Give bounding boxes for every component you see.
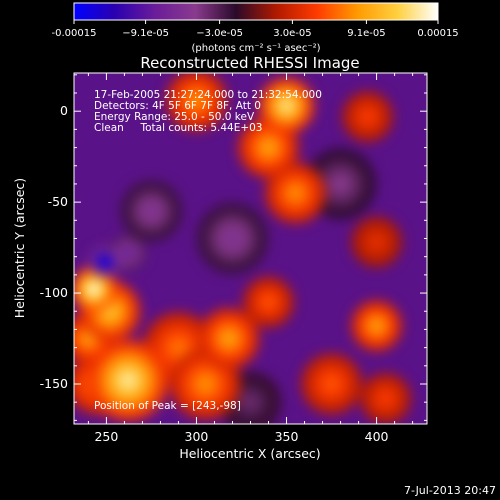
colorbar-tick-label: 9.1e-05 xyxy=(347,28,385,39)
annotation-method: Clean Total counts: 5.44E+03 xyxy=(94,122,263,134)
heatmap-blob xyxy=(188,92,205,108)
heatmap-blob xyxy=(196,375,215,393)
colorbar-tick-label: −9.1e-05 xyxy=(122,28,169,39)
colorbar xyxy=(73,2,439,21)
y-tick-label: 0 xyxy=(60,103,68,118)
heatmap-blob xyxy=(117,370,139,391)
heatmap-blob xyxy=(323,376,340,392)
heatmap-blob xyxy=(88,283,100,296)
annotation-time: 17-Feb-2005 21:27:24.000 to 21:32:54.000 xyxy=(94,89,322,101)
colorbar-tick-label: 3.0e-05 xyxy=(273,28,311,39)
heatmap-blob xyxy=(262,295,275,309)
heatmap-blob xyxy=(82,332,95,345)
y-axis-label: Heliocentric Y (arcsec) xyxy=(12,178,27,318)
colorbar-tick-label: 0.00015 xyxy=(417,28,458,39)
heatmap-blob xyxy=(370,235,383,249)
heatmap-blob xyxy=(242,394,259,410)
chart-title: Reconstructed RHESSI Image xyxy=(140,54,359,72)
x-axis-label: Heliocentric X (arcsec) xyxy=(179,446,320,461)
heatmap-image xyxy=(74,73,411,424)
annotation-peak: Position of Peak = [243,-98] xyxy=(94,400,241,412)
heatmap-blob xyxy=(260,140,277,156)
x-tick-label: 350 xyxy=(275,429,299,444)
heatmap-blob xyxy=(287,185,304,201)
y-axis: 0 -50 -100 -150 xyxy=(40,74,427,421)
x-tick-label: 300 xyxy=(185,429,209,444)
y-tick-label: -100 xyxy=(40,285,68,300)
heatmap-blob xyxy=(169,338,188,357)
y-tick-label: -150 xyxy=(40,376,68,391)
heatmap-blob xyxy=(370,319,383,333)
heatmap-blob xyxy=(100,258,109,266)
colorbar-ticks: -0.00015 −9.1e-05 −3.0e-05 3.0e-05 9.1e-05 0.… xyxy=(52,20,459,39)
heatmap-blob xyxy=(379,392,392,405)
colorbar-units: (photons cm⁻² s⁻¹ asec⁻²) xyxy=(191,43,320,54)
x-tick-label: 400 xyxy=(365,429,389,444)
annotation-energy: Energy Range: 25.0 - 50.0 keV xyxy=(94,111,255,123)
colorbar-tick-label: -0.00015 xyxy=(52,28,97,39)
heatmap-blob xyxy=(123,248,133,258)
x-tick-label: 250 xyxy=(94,429,118,444)
timestamp: 7-Jul-2013 20:47 xyxy=(403,484,496,497)
heatmap-blob xyxy=(143,203,160,219)
heatmap-blob xyxy=(331,175,350,193)
colorbar-tick-label: −3.0e-05 xyxy=(196,28,243,39)
y-tick-label: -50 xyxy=(48,194,68,209)
heatmap-blob xyxy=(361,110,374,123)
heatmap-blob xyxy=(221,330,237,347)
heatmap-blob xyxy=(279,98,294,113)
annotation-detectors: Detectors: 4F 5F 6F 7F 8F, Att 0 xyxy=(94,100,261,112)
x-axis: 250 300 350 400 xyxy=(87,73,414,444)
plot-area xyxy=(74,73,427,424)
heatmap-blob xyxy=(223,229,242,248)
